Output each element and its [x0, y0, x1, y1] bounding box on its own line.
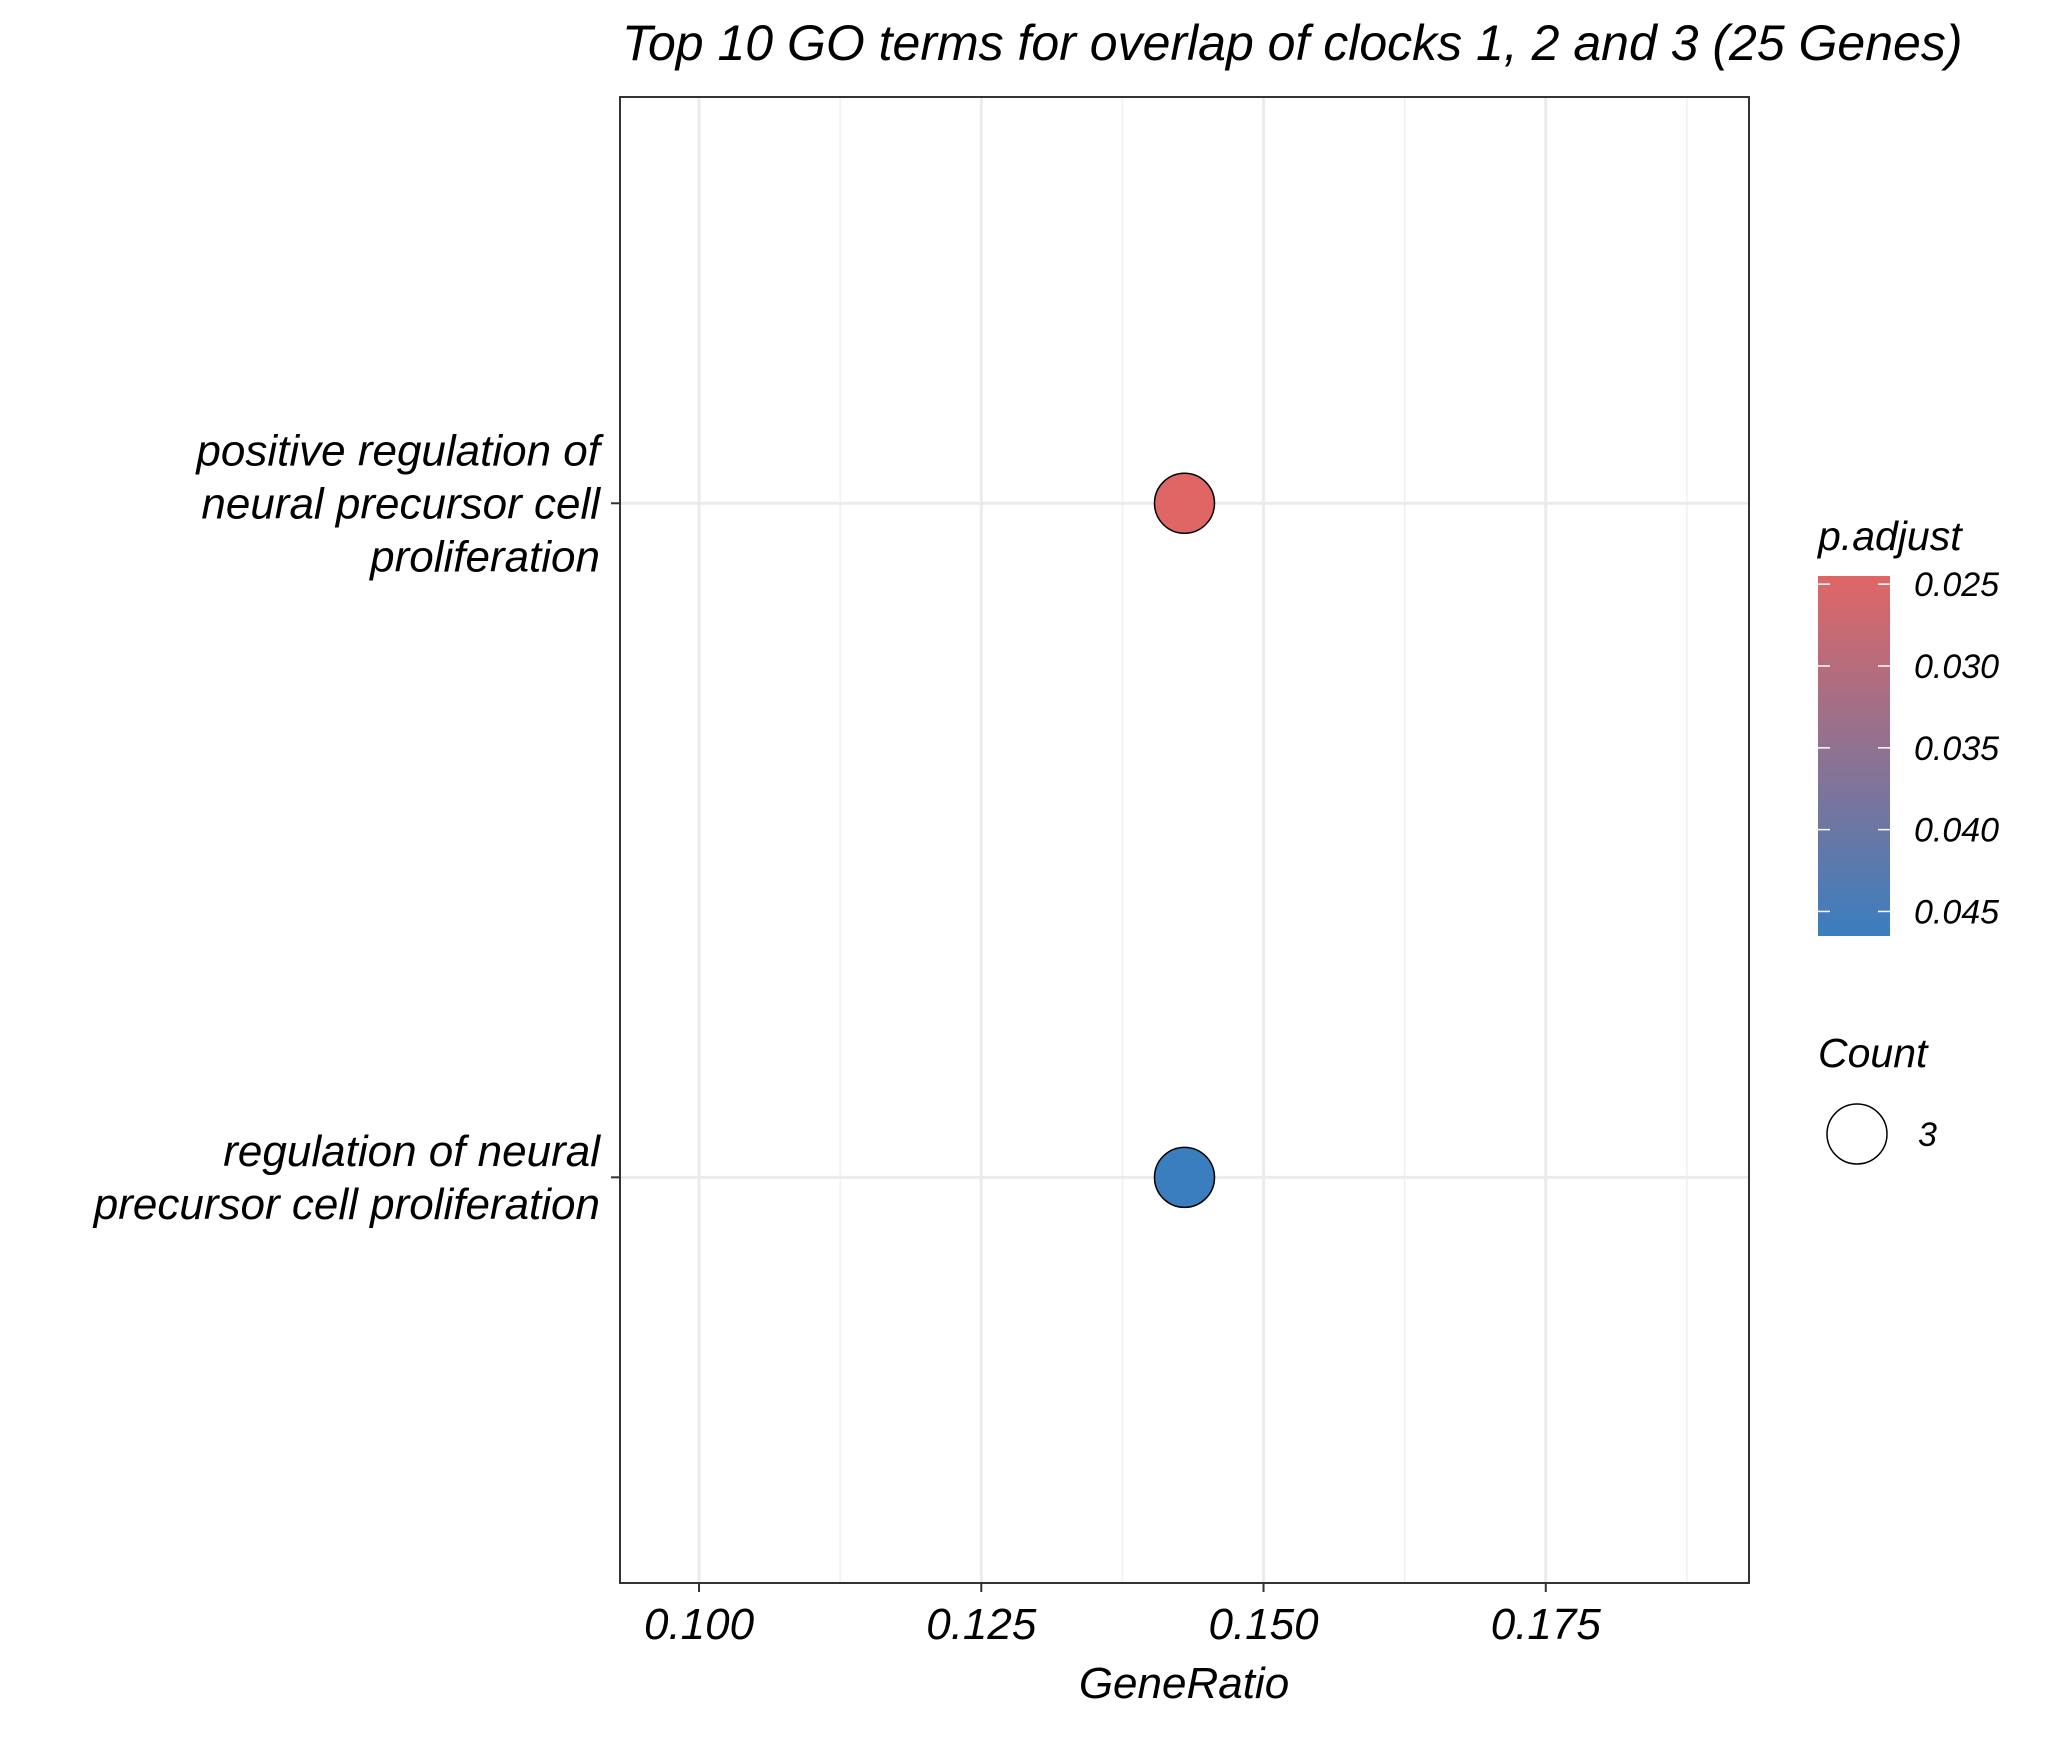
y-tick-label-line: neural precursor cell [201, 479, 601, 528]
size-legend-key [1826, 1103, 1888, 1165]
y-tick-label: positive regulation of neural precursor c… [194, 426, 604, 581]
legend: p.adjust 0.025 0.030 0.035 0.040 0.045 Count… [1816, 513, 1999, 1165]
y-tick-label-line: proliferation [368, 532, 600, 581]
color-bar-label: 0.030 [1914, 648, 1999, 686]
y-tick-label-line: positive regulation of [194, 426, 604, 475]
x-axis-label: GeneRatio [1079, 1659, 1289, 1708]
y-tick-label-line: precursor cell proliferation [92, 1180, 600, 1229]
size-legend: 3 [1826, 1103, 1937, 1165]
data-points [1153, 472, 1216, 1209]
x-tick-label: 0.175 [1491, 1600, 1602, 1649]
color-bar-label: 0.040 [1914, 812, 1999, 850]
color-bar [1818, 576, 1890, 936]
y-tick-label-line: regulation of neural [223, 1127, 601, 1176]
y-tick-label: regulation of neural precursor cell proli… [92, 1127, 601, 1229]
legend-color-title: p.adjust [1816, 513, 1963, 559]
color-bar-label: 0.025 [1914, 566, 1999, 604]
chart-title: Top 10 GO terms for overlap of clocks 1,… [622, 15, 1962, 71]
color-bar-ticks: 0.025 0.030 0.035 0.040 0.045 [1818, 566, 1999, 931]
x-tick-label: 0.150 [1208, 1600, 1319, 1649]
color-bar-label: 0.045 [1914, 893, 1999, 931]
data-point [1153, 1146, 1216, 1209]
x-tick-label: 0.100 [644, 1600, 755, 1649]
color-bar-label: 0.035 [1914, 730, 1999, 768]
data-point [1153, 472, 1216, 535]
x-tick-label: 0.125 [926, 1600, 1037, 1649]
size-legend-label: 3 [1918, 1116, 1937, 1154]
axes: 0.100 0.125 0.150 0.175 positive regulation … [92, 426, 1602, 1649]
legend-size-title: Count [1818, 1030, 1929, 1076]
plot-panel [619, 96, 1750, 1584]
